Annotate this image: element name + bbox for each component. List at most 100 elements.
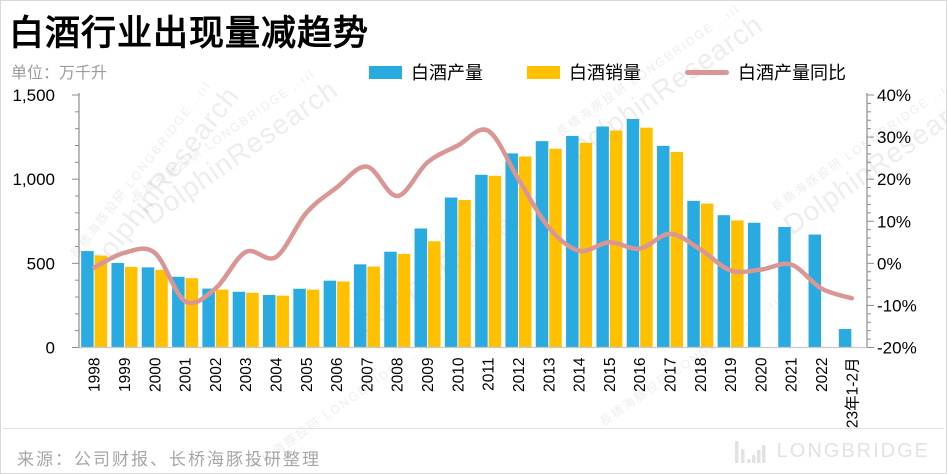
x-axis-label-2021: 2021 xyxy=(784,358,801,392)
x-axis-label-2015: 2015 xyxy=(602,358,619,392)
bar-production-2001 xyxy=(172,276,185,348)
unit-label: 单位：万千升 xyxy=(11,65,108,82)
right-axis-label: 20% xyxy=(877,170,911,189)
bar-production-2003 xyxy=(232,291,246,348)
bar-production-2010 xyxy=(444,197,458,348)
right-axis-label: 40% xyxy=(877,86,911,105)
bar-production-2017 xyxy=(657,145,670,348)
bar-sales-2006 xyxy=(337,281,350,348)
legend-item-production: 白酒产量 xyxy=(369,59,483,85)
bar-production-2014 xyxy=(566,135,579,348)
sales-swatch xyxy=(527,65,560,79)
source-note: 来源：公司财报、长桥海豚投研整理 xyxy=(17,450,321,469)
bar-production-2018 xyxy=(687,200,700,348)
x-axis-label-2006: 2006 xyxy=(329,358,346,392)
bar-sales-2018 xyxy=(700,203,714,348)
left-axis-label: 0 xyxy=(46,339,55,358)
longbridge-logo-text: LONGBRIDGE xyxy=(776,440,930,462)
x-axis-label-2008: 2008 xyxy=(390,358,407,392)
bar-sales-2011 xyxy=(488,175,502,348)
bar-production-2005 xyxy=(293,288,306,348)
bar-production-1999 xyxy=(111,262,124,348)
bar-sales-2005 xyxy=(306,289,320,348)
x-axis-label-2016: 2016 xyxy=(632,358,649,392)
x-axis-label-2002: 2002 xyxy=(208,358,225,392)
right-axis-label: 30% xyxy=(877,128,911,147)
bar-production-2022 xyxy=(808,234,822,348)
legend-item-yoy: 白酒产量同比 xyxy=(685,59,846,85)
legend-label-yoy: 白酒产量同比 xyxy=(738,63,846,83)
x-axis-label-2005: 2005 xyxy=(299,358,316,392)
x-axis-label-2018: 2018 xyxy=(693,358,710,392)
bar-sales-2009 xyxy=(428,241,441,348)
bar-sales-2016 xyxy=(640,127,653,348)
x-axis-label-2011: 2011 xyxy=(481,358,498,391)
x-axis-label-2000: 2000 xyxy=(147,357,164,392)
bar-production-2013 xyxy=(535,141,549,348)
longbridge-logo-icon xyxy=(734,441,766,463)
bar-production-2011 xyxy=(475,174,488,348)
x-axis-label-2004: 2004 xyxy=(269,357,286,392)
watermark: 長橋海豚投研 LONGBRIDGE ..ııl DolphinResearch xyxy=(768,76,947,241)
legend-item-sales: 白酒销量 xyxy=(527,59,641,85)
right-axis-label: 10% xyxy=(877,212,911,231)
bar-production-1998 xyxy=(81,251,94,348)
bar-sales-2012 xyxy=(518,156,532,348)
bar-sales-2010 xyxy=(458,200,471,348)
bar-production-2020 xyxy=(747,222,761,348)
x-axis-label-2017: 2017 xyxy=(663,358,680,392)
bar-sales-2013 xyxy=(549,148,562,348)
x-axis-label-2014: 2014 xyxy=(572,357,589,392)
legend-label-sales: 白酒销量 xyxy=(569,63,641,83)
bar-production-2002 xyxy=(202,288,215,348)
bar-production-2016 xyxy=(626,118,640,348)
x-axis-label-23年1-2月: 23年1-2月 xyxy=(843,358,861,429)
bar-production-2021 xyxy=(778,226,791,348)
bar-sales-2019 xyxy=(731,220,744,348)
bar-production-2004 xyxy=(263,294,276,348)
left-axis-label: 1,000 xyxy=(12,170,55,189)
bar-sales-2001 xyxy=(185,278,199,348)
x-axis-label-2012: 2012 xyxy=(511,358,528,392)
right-axis-label: -10% xyxy=(877,296,917,315)
x-axis-label-2020: 2020 xyxy=(753,357,770,392)
bar-sales-2000 xyxy=(155,269,168,348)
footer-divider xyxy=(3,428,944,429)
bar-production-2000 xyxy=(141,267,155,348)
bar-sales-2003 xyxy=(246,292,259,348)
bar-sales-2017 xyxy=(670,151,683,348)
chart-legend: 白酒产量 白酒销量 白酒产量同比 xyxy=(369,59,846,85)
x-axis-label-2010: 2010 xyxy=(450,357,467,392)
x-axis-label-2013: 2013 xyxy=(541,358,558,392)
x-axis-label-1998: 1998 xyxy=(87,358,104,392)
x-axis-label-2009: 2009 xyxy=(420,358,437,392)
page-title: 白酒行业出现量减趋势 xyxy=(9,14,370,53)
watermark: 長橋海豚投研 LONGBRIDGE ..ııl DolphinResearch xyxy=(67,78,246,281)
x-axis-label-1999: 1999 xyxy=(117,358,134,392)
x-axis-label-2003: 2003 xyxy=(238,358,255,392)
bar-sales-2008 xyxy=(397,253,411,348)
yoy-line-swatch xyxy=(685,69,729,75)
bar-production-2019 xyxy=(717,215,731,348)
x-axis-label-2001: 2001 xyxy=(178,358,195,392)
bar-sales-2007 xyxy=(367,266,380,348)
bar-sales-2004 xyxy=(276,295,289,348)
x-axis-label-2019: 2019 xyxy=(723,358,740,392)
yoy-line xyxy=(91,127,855,306)
left-axis-label: 1,500 xyxy=(12,86,55,105)
bar-sales-1998 xyxy=(94,255,108,348)
bar-production-23年1-2月 xyxy=(838,328,852,348)
x-axis-label-2007: 2007 xyxy=(359,358,376,392)
bar-production-2006 xyxy=(323,280,337,348)
bar-production-2012 xyxy=(505,153,518,348)
longbridge-logo: LONGBRIDGE xyxy=(734,439,930,463)
bar-production-2007 xyxy=(353,264,367,348)
x-axis-label-2022: 2022 xyxy=(814,358,831,392)
right-axis-label: 0% xyxy=(877,254,902,273)
bar-sales-1999 xyxy=(124,266,138,348)
legend-label-production: 白酒产量 xyxy=(411,63,483,83)
bar-sales-2015 xyxy=(609,130,623,348)
bar-production-2009 xyxy=(414,228,428,348)
watermark: 長橋海豚投研 LONGBRIDGE ..ııl xyxy=(597,290,787,429)
